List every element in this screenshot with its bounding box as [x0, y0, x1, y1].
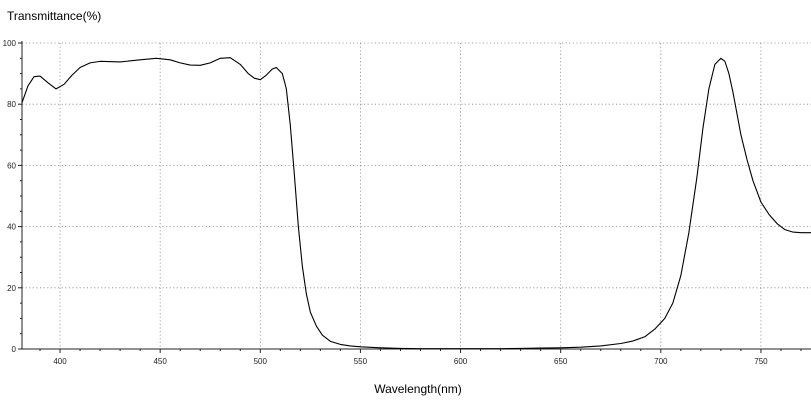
- y-tick-label-60: 60: [7, 161, 16, 170]
- grid: [22, 42, 811, 349]
- axes: [21, 41, 811, 350]
- y-axis-title: Transmittance(%): [7, 9, 101, 23]
- transmittance-series-line-0: [21, 57, 811, 350]
- y-tick-label-0: 0: [12, 345, 17, 354]
- x-tick-label-500: 500: [254, 357, 268, 366]
- ticks: 400 450 500 550 600 650 700 750 0 20 40 60 80 100: [3, 39, 802, 366]
- x-tick-label-600: 600: [454, 357, 468, 366]
- y-tick-label-80: 80: [7, 100, 16, 109]
- x-axis-title: Wavelength(nm): [374, 382, 462, 396]
- series-layer: [21, 57, 811, 350]
- x-tick-label-650: 650: [554, 357, 568, 366]
- y-tick-label-40: 40: [7, 223, 16, 232]
- x-tick-label-400: 400: [53, 357, 67, 366]
- x-tick-label-550: 550: [354, 357, 368, 366]
- x-tick-label-750: 750: [754, 357, 768, 366]
- x-tick-label-700: 700: [654, 357, 668, 366]
- x-tick-label-450: 450: [153, 357, 167, 366]
- y-tick-label-20: 20: [7, 284, 16, 293]
- y-tick-label-100: 100: [3, 39, 17, 48]
